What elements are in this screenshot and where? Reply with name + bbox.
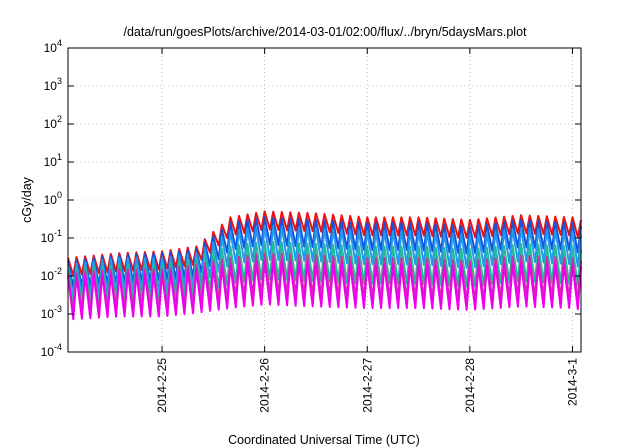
x-tick-label: 2014-2-25 [155, 358, 169, 413]
series-line-3 [67, 225, 582, 298]
grid-lines [68, 48, 581, 352]
y-tick-label: 103 [44, 76, 62, 93]
y-tick-label: 10-4 [41, 342, 62, 359]
y-tick-label: 104 [44, 38, 62, 55]
x-axis-label: Coordinated Universal Time (UTC) [228, 433, 420, 447]
series-line-5 [67, 252, 582, 315]
x-tick-label: 2014-3-1 [565, 358, 579, 406]
series-line-6 [67, 259, 582, 321]
chart-title: /data/run/goesPlots/archive/2014-03-01/0… [123, 25, 527, 39]
series-group [67, 210, 582, 321]
y-axis: 10-4 10-3 10-2 10-1 100 101 102 103 104 [41, 38, 581, 359]
series-line-2 [67, 216, 582, 289]
x-tick-label: 2014-2-27 [360, 358, 374, 413]
x-tick-label: 2014-2-28 [463, 358, 477, 413]
y-tick-label: 10-1 [41, 228, 62, 245]
series-line-4 [67, 240, 582, 308]
x-axis: 2014-2-25 2014-2-26 2014-2-27 2014-2-28 2014… [155, 48, 579, 413]
series-line-1 [67, 210, 582, 277]
x-tick-label: 2014-2-26 [258, 358, 272, 413]
y-axis-label: cGy/day [20, 176, 34, 223]
y-tick-label: 10-3 [41, 304, 62, 321]
y-tick-label: 10-2 [41, 266, 62, 283]
y-tick-label: 101 [44, 152, 62, 169]
y-tick-label: 100 [44, 190, 62, 207]
y-tick-label: 102 [44, 114, 62, 131]
